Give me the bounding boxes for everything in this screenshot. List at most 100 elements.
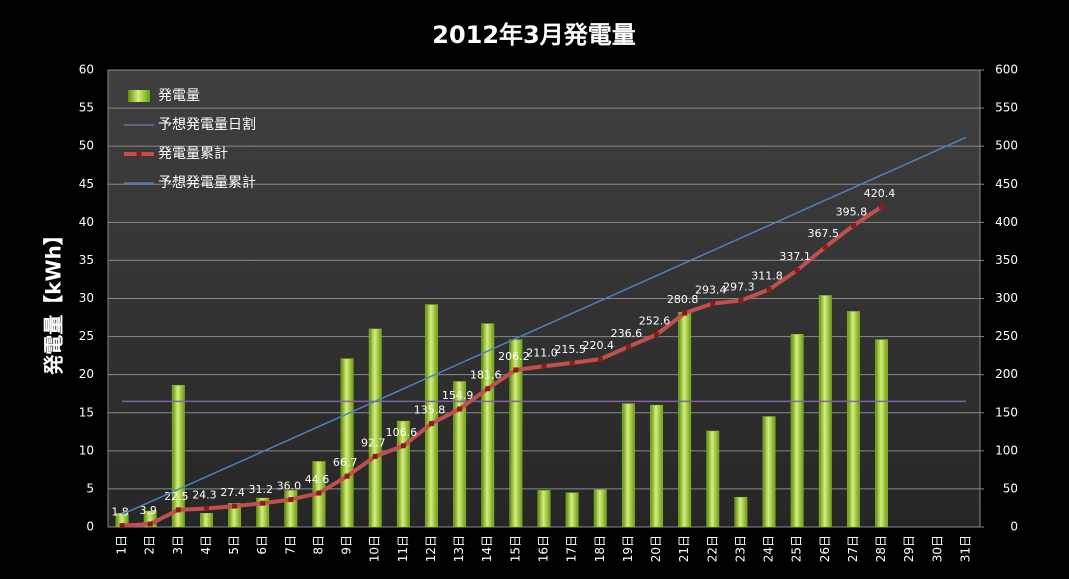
chart-title: 2012年3月発電量 bbox=[432, 21, 636, 49]
marker bbox=[372, 453, 378, 459]
y2-tick-label: 550 bbox=[995, 101, 1018, 115]
x-tick-label: 16日 bbox=[537, 535, 551, 562]
bar bbox=[678, 311, 692, 528]
data-label: 44.6 bbox=[305, 473, 330, 486]
marker bbox=[119, 523, 125, 529]
x-tick-label: 31日 bbox=[958, 535, 972, 562]
x-tick-label: 24日 bbox=[762, 535, 776, 562]
x-tick-label: 8日 bbox=[311, 535, 325, 555]
data-label: 367.5 bbox=[808, 227, 840, 240]
marker bbox=[485, 386, 491, 392]
x-tick-label: 9日 bbox=[340, 535, 354, 555]
data-label: 206.2 bbox=[498, 350, 530, 363]
bar bbox=[368, 328, 382, 528]
bar bbox=[762, 416, 776, 528]
bar bbox=[171, 385, 185, 528]
y-tick-label: 55 bbox=[79, 101, 94, 115]
bar bbox=[481, 323, 495, 528]
x-tick-label: 5日 bbox=[227, 535, 241, 555]
data-label: 280.8 bbox=[667, 293, 699, 306]
legend-label: 予想発電量日割 bbox=[158, 116, 256, 133]
y2-tick-label: 450 bbox=[995, 177, 1018, 191]
marker bbox=[541, 363, 547, 369]
data-label: 36.0 bbox=[277, 480, 302, 493]
bar bbox=[509, 339, 523, 528]
marker bbox=[625, 344, 631, 350]
x-tick-label: 18日 bbox=[593, 535, 607, 562]
marker bbox=[766, 287, 772, 293]
y2-tick-label: 600 bbox=[995, 63, 1018, 77]
x-tick-label: 4日 bbox=[199, 535, 213, 555]
x-tick-label: 7日 bbox=[283, 535, 297, 555]
x-tick-label: 22日 bbox=[705, 535, 719, 562]
x-tick-label: 25日 bbox=[790, 535, 804, 562]
y-tick-label: 15 bbox=[79, 405, 94, 419]
bar bbox=[818, 295, 832, 528]
legend-label: 予想発電量累計 bbox=[158, 175, 256, 191]
marker bbox=[654, 332, 660, 338]
bar bbox=[537, 490, 551, 528]
x-tick-label: 12日 bbox=[424, 535, 438, 562]
data-label: 135.8 bbox=[414, 404, 446, 417]
legend-label: 発電量 bbox=[158, 88, 200, 104]
data-label: 337.1 bbox=[779, 250, 811, 263]
data-label: 181.6 bbox=[470, 369, 502, 382]
y2-tick-label: 150 bbox=[995, 405, 1018, 419]
legend-label: 発電量累計 bbox=[158, 146, 228, 162]
marker bbox=[710, 301, 716, 307]
data-label: 24.3 bbox=[192, 488, 217, 501]
y2-tick-label: 250 bbox=[995, 329, 1018, 343]
bar bbox=[706, 430, 720, 528]
data-label: 311.8 bbox=[751, 270, 783, 283]
x-tick-label: 17日 bbox=[565, 535, 579, 562]
data-label: 92.7 bbox=[361, 436, 386, 449]
marker bbox=[288, 497, 294, 503]
y-tick-label: 60 bbox=[79, 63, 94, 77]
x-tick-label: 14日 bbox=[480, 535, 494, 562]
y-tick-label: 40 bbox=[79, 215, 94, 229]
y-tick-label: 10 bbox=[79, 443, 94, 457]
y-tick-label: 30 bbox=[79, 291, 94, 305]
marker bbox=[850, 223, 856, 229]
y2-tick-label: 400 bbox=[995, 215, 1018, 229]
marker bbox=[457, 406, 463, 412]
bar bbox=[340, 358, 354, 528]
marker bbox=[147, 521, 153, 527]
x-tick-label: 19日 bbox=[621, 535, 635, 562]
x-tick-label: 11日 bbox=[396, 535, 410, 562]
marker bbox=[822, 244, 828, 250]
x-tick-label: 20日 bbox=[649, 535, 663, 562]
data-label: 395.8 bbox=[836, 206, 868, 219]
bar bbox=[650, 404, 663, 528]
bar bbox=[621, 403, 635, 528]
y-tick-label: 5 bbox=[86, 481, 94, 495]
data-label: 106.6 bbox=[386, 426, 418, 439]
marker bbox=[260, 500, 266, 506]
bar bbox=[453, 381, 467, 528]
data-label: 236.6 bbox=[611, 327, 643, 340]
data-label: 211.0 bbox=[526, 346, 558, 359]
y-tick-label: 0 bbox=[86, 520, 94, 534]
line bbox=[121, 205, 883, 528]
y2-tick-label: 200 bbox=[995, 367, 1018, 381]
bar bbox=[425, 304, 438, 528]
marker bbox=[738, 298, 744, 304]
x-tick-label: 10日 bbox=[368, 535, 382, 562]
marker bbox=[400, 443, 406, 449]
data-label: 3.9 bbox=[139, 504, 157, 517]
y-axis-label: 発電量【kWh】 bbox=[42, 225, 66, 376]
marker bbox=[682, 310, 688, 316]
bar bbox=[734, 497, 748, 528]
marker bbox=[597, 356, 603, 362]
marker bbox=[794, 267, 800, 273]
data-label: 22.5 bbox=[164, 490, 189, 503]
y-tick-label: 35 bbox=[79, 253, 94, 267]
legend-swatch bbox=[128, 90, 150, 102]
bar bbox=[565, 492, 579, 528]
x-tick-label: 30日 bbox=[930, 535, 944, 562]
y2-tick-label: 100 bbox=[995, 443, 1018, 457]
line bbox=[121, 136, 967, 516]
data-label: 27.4 bbox=[220, 486, 245, 499]
y2-tick-label: 0 bbox=[1010, 520, 1018, 534]
